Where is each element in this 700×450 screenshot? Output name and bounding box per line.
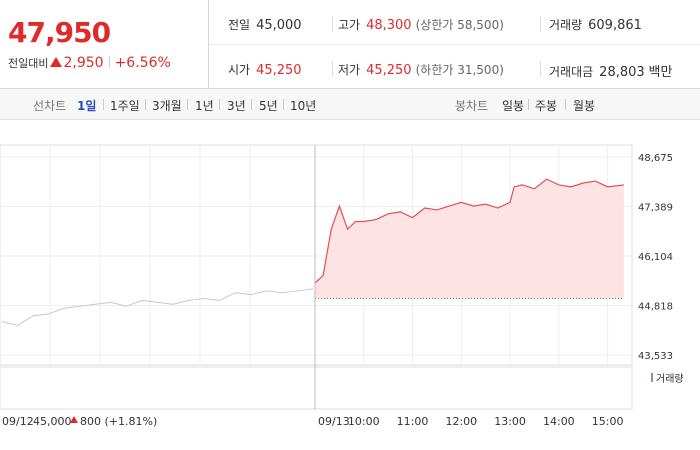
prev-close-label: 45,000 xyxy=(33,415,72,428)
today-area-fill xyxy=(315,179,624,299)
stat-prev-close: 전일 45,000 xyxy=(228,18,302,33)
divider xyxy=(219,99,220,110)
prev-day-line xyxy=(1,288,314,327)
period-3y[interactable]: 3년 xyxy=(227,99,246,113)
divider xyxy=(540,16,541,32)
quote-header: 47,950 전일대비 2,950 +6.56% 전일 45,000 고가 48,300… xyxy=(0,0,700,89)
volume-bars: 거래량 xyxy=(0,366,684,410)
y-tick-label: 43,533 xyxy=(638,351,673,362)
time-tick-label: 14:00 xyxy=(543,415,575,428)
y-tick-label: 46,104 xyxy=(638,252,673,263)
candle-daily[interactable]: 일봉 xyxy=(502,99,525,113)
y-tick-label: 48,675 xyxy=(638,153,673,164)
up-triangle-icon xyxy=(50,57,63,67)
prev-day-series xyxy=(1,288,314,327)
divider xyxy=(565,99,566,110)
candle-chart-label: 봉차트 xyxy=(455,99,489,113)
today-series xyxy=(314,178,624,300)
today-price-line xyxy=(314,178,624,284)
y-tick-label: 44,818 xyxy=(638,302,673,313)
time-tick-label: 15:00 xyxy=(592,415,624,428)
divider xyxy=(332,61,333,77)
stat-open: 시가 45,250 xyxy=(228,63,302,78)
stat-high: 고가 48,300 (상한가 58,500) xyxy=(338,18,504,33)
time-tick-label: 13:00 xyxy=(494,415,526,428)
stats-panel: 전일 45,000 고가 48,300 (상한가 58,500) 거래량 609,861… xyxy=(209,0,700,88)
period-10y[interactable]: 10년 xyxy=(290,99,317,113)
volume-frame xyxy=(0,366,633,410)
divider xyxy=(332,16,333,32)
divider xyxy=(251,99,252,110)
line-chart-label: 선차트 xyxy=(33,99,67,113)
divider xyxy=(528,99,529,110)
divider xyxy=(145,99,146,110)
plot-frame xyxy=(0,144,633,366)
stat-trade-value: 거래대금 28,803 백만 xyxy=(549,65,673,80)
current-price: 47,950 xyxy=(8,16,111,49)
divider xyxy=(283,99,284,110)
chart-toolbar: 선차트 1일 1주일 3개월 1년 3년 5년 10년 봉차트 일봉 주봉 월봉 xyxy=(0,89,700,120)
up-triangle-icon xyxy=(70,416,78,423)
prev-date-label: 09/12 xyxy=(2,415,34,428)
period-1w[interactable]: 1주일 xyxy=(110,99,140,113)
candle-weekly[interactable]: 주봉 xyxy=(535,99,558,113)
stat-volume: 거래량 609,861 xyxy=(549,18,642,33)
y-axis-labels: 48,675 47,389 46,104 44,818 43,533 xyxy=(638,153,673,362)
change-percent: +6.56% xyxy=(114,55,171,71)
period-5y[interactable]: 5년 xyxy=(259,99,278,113)
volume-legend-swatch xyxy=(651,373,653,382)
stat-low: 저가 45,250 (하한가 31,500) xyxy=(338,63,504,78)
volume-legend-label: 거래량 xyxy=(656,373,684,385)
divider xyxy=(108,56,110,68)
price-box: 47,950 전일대비 2,950 +6.56% xyxy=(0,0,209,88)
divider xyxy=(187,99,188,110)
change-amount: 2,950 xyxy=(63,55,104,71)
divider xyxy=(209,44,700,45)
time-tick-label: 11:00 xyxy=(397,415,429,428)
period-1d[interactable]: 1일 xyxy=(77,99,97,113)
period-1y[interactable]: 1년 xyxy=(195,99,214,113)
time-tick-label: 12:00 xyxy=(445,415,477,428)
time-tick-label: 10:00 xyxy=(348,415,380,428)
divider xyxy=(540,61,541,77)
today-date-label: 09/13 xyxy=(318,415,350,428)
divider xyxy=(103,99,104,110)
period-3m[interactable]: 3개월 xyxy=(152,99,182,113)
change-label: 전일대비 xyxy=(8,57,49,70)
y-tick-label: 47,389 xyxy=(638,203,673,214)
change-row: 전일대비 2,950 +6.56% xyxy=(8,55,171,71)
candle-monthly[interactable]: 월봉 xyxy=(573,99,596,113)
prev-change-label: 800 (+1.81%) xyxy=(80,415,157,428)
